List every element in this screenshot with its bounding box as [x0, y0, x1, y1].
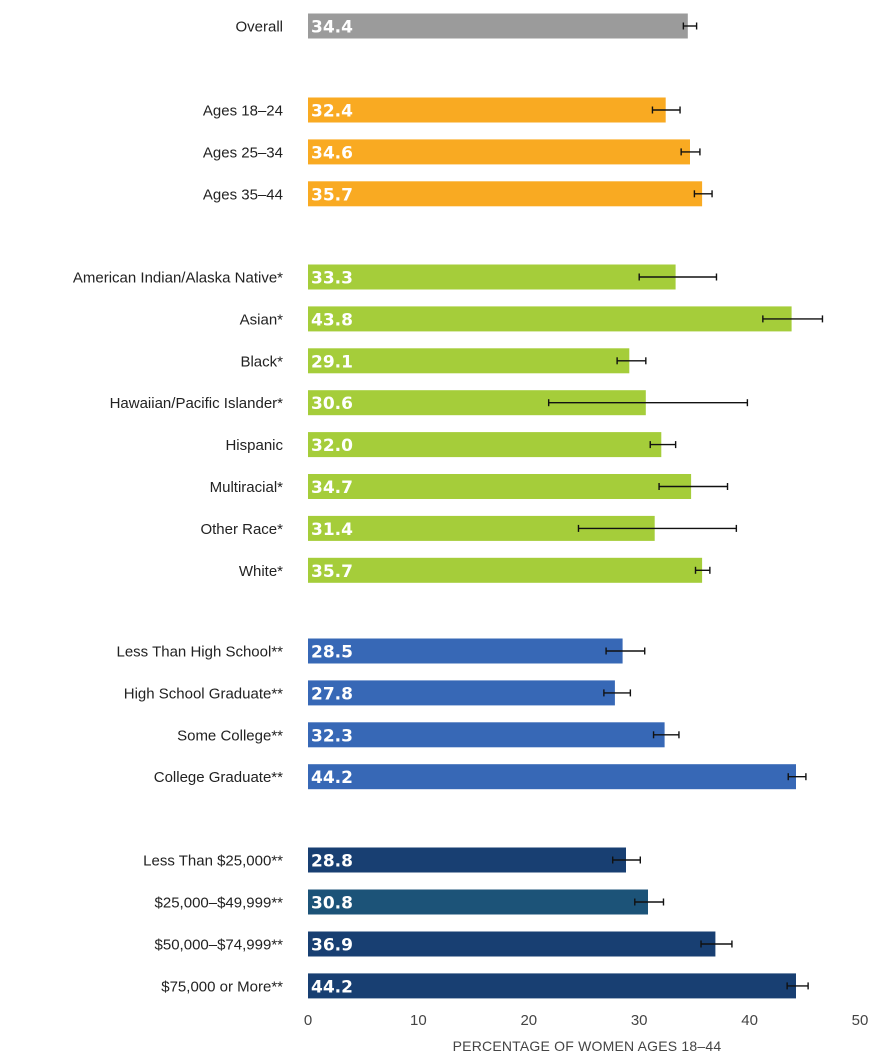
bar — [308, 889, 648, 915]
bar-value-label: 30.6 — [311, 394, 353, 414]
category-label: White* — [239, 563, 283, 580]
x-tick-label: 30 — [631, 1012, 648, 1029]
category-label: Less Than High School** — [117, 644, 284, 661]
bar-group-row: 44.2 — [308, 973, 809, 999]
x-tick-label: 20 — [520, 1012, 537, 1029]
bar — [308, 306, 792, 332]
bar-value-label: 33.3 — [311, 269, 353, 289]
bar-group-row: 30.8 — [308, 889, 665, 915]
x-axis-title: PERCENTAGE OF WOMEN AGES 18–44 — [453, 1038, 722, 1054]
bar — [308, 474, 692, 499]
x-tick-label: 50 — [852, 1012, 869, 1029]
bar-group-row: 28.8 — [308, 847, 642, 873]
bar-group-row: 34.7 — [308, 474, 729, 499]
category-label: $25,000–$49,999** — [155, 895, 284, 912]
bar — [308, 13, 688, 39]
category-label: Hawaiian/Pacific Islander* — [110, 395, 284, 412]
bar-group-row: 32.3 — [308, 722, 680, 748]
bar-group-row: 44.2 — [308, 764, 807, 790]
bar-value-label: 44.2 — [311, 977, 353, 997]
bar — [308, 557, 703, 583]
bar-group-row: 35.7 — [308, 181, 713, 207]
bar-value-label: 29.1 — [311, 352, 353, 372]
bar-value-label: 44.2 — [311, 768, 353, 788]
category-label: Overall — [235, 19, 283, 36]
bar-group-row: 30.6 — [308, 390, 749, 416]
bar-group-row: 35.7 — [308, 557, 711, 583]
category-label: Ages 18–24 — [203, 103, 283, 120]
category-label: Other Race* — [200, 521, 283, 538]
bar — [308, 181, 703, 207]
category-label: $75,000 or More** — [161, 978, 283, 995]
bar — [308, 973, 796, 999]
category-label: Black* — [240, 353, 283, 370]
bar — [308, 348, 630, 374]
bar — [308, 432, 662, 458]
bar-value-label: 34.4 — [311, 18, 353, 38]
category-label: Some College** — [177, 727, 283, 744]
bar-value-label: 32.3 — [311, 726, 353, 746]
bars-layer: 34.4 32.4 34.6 35.7 33.3 43.8 29.1 30.6 32.0 34.7… — [308, 13, 824, 999]
x-tick-label: 40 — [741, 1012, 758, 1029]
x-tick-label: 0 — [304, 1012, 312, 1029]
bar-value-label: 31.4 — [311, 520, 353, 540]
bar — [308, 764, 796, 790]
x-tick-label: 10 — [410, 1012, 427, 1029]
bar-group-row: 32.0 — [308, 432, 677, 458]
category-label: Multiracial* — [210, 479, 284, 496]
bar-value-label: 27.8 — [311, 684, 353, 704]
category-label: Ages 25–34 — [203, 144, 283, 161]
bar — [308, 847, 626, 873]
bar-group-row: 32.4 — [308, 97, 681, 123]
bar-value-label: 34.6 — [311, 143, 353, 163]
bar-value-label: 34.7 — [311, 478, 353, 498]
bar — [308, 931, 716, 957]
bar-value-label: 28.8 — [311, 852, 353, 872]
bar-value-label: 36.9 — [311, 936, 353, 956]
bar-group-row: 43.8 — [308, 306, 824, 332]
bar — [308, 97, 666, 123]
bar-group-row: 27.8 — [308, 680, 632, 706]
bar-value-label: 35.7 — [311, 185, 353, 205]
category-label: American Indian/Alaska Native* — [73, 270, 283, 287]
bar — [308, 139, 690, 165]
bar — [308, 638, 623, 664]
category-label: $50,000–$74,999** — [155, 937, 284, 954]
category-label: Asian* — [240, 311, 284, 328]
category-label: Less Than $25,000** — [143, 853, 283, 870]
bar-group-row: 31.4 — [308, 515, 738, 541]
category-label: College Graduate** — [154, 769, 283, 786]
category-label: Hispanic — [225, 437, 283, 454]
bar-group-row: 29.1 — [308, 348, 647, 374]
category-label: High School Graduate** — [124, 685, 283, 702]
bar-value-label: 35.7 — [311, 562, 353, 582]
bar-value-label: 32.0 — [311, 436, 353, 456]
bar-value-label: 43.8 — [311, 310, 353, 330]
x-axis-ticks: 0 10 20 30 40 50 — [304, 1012, 869, 1029]
bar — [308, 722, 665, 748]
bar-group-row: 33.3 — [308, 264, 718, 290]
bar-value-label: 28.5 — [311, 643, 353, 663]
bar-value-label: 32.4 — [311, 102, 353, 122]
bar-group-row: 36.9 — [308, 931, 733, 957]
bar — [308, 264, 676, 290]
bar — [308, 680, 615, 706]
category-labels: Overall Ages 18–24 Ages 25–34 Ages 35–44 Ame… — [73, 19, 284, 996]
bar-group-row: 34.4 — [308, 13, 698, 39]
bar-group-row: 28.5 — [308, 638, 646, 664]
bar-group-row: 34.6 — [308, 139, 701, 165]
bar-value-label: 30.8 — [311, 894, 353, 914]
category-label: Ages 35–44 — [203, 186, 283, 203]
